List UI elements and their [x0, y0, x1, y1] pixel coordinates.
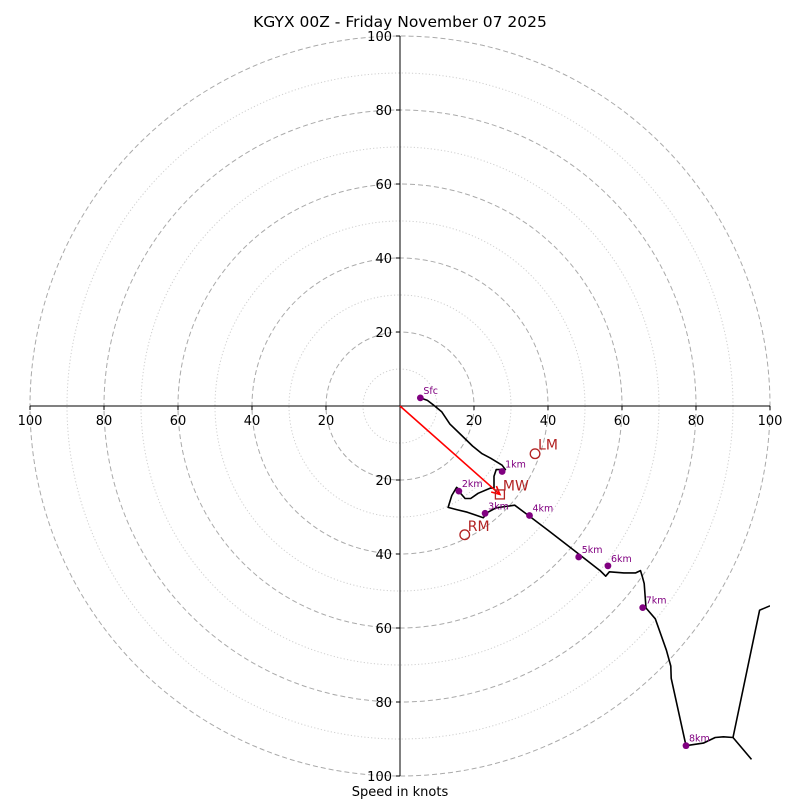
- wind-trace-line: [420, 398, 751, 760]
- y-tick-label: 40: [375, 548, 392, 563]
- storm-motion-label-mw: MW: [503, 478, 529, 494]
- x-tick-label: 80: [96, 414, 113, 429]
- x-tick-label: 40: [244, 414, 261, 429]
- storm-motion-label-rm: RM: [468, 519, 490, 535]
- y-tick-label: 80: [375, 104, 392, 119]
- height-label-4km: 4km: [533, 504, 554, 515]
- mean-wind-vector: [400, 406, 500, 494]
- height-label-1km: 1km: [505, 459, 526, 470]
- x-axis-label: Speed in knots: [352, 785, 449, 800]
- y-tick-label: 100: [367, 30, 392, 45]
- y-tick-label: 40: [375, 252, 392, 267]
- hodograph-chart: KGYX 00Z - Friday November 07 2025 100 80…: [0, 0, 800, 800]
- height-label-sfc: Sfc: [423, 386, 438, 397]
- x-tick-label: 60: [170, 414, 187, 429]
- storm-motion-label-lm: LM: [538, 438, 558, 454]
- y-tick-label: 20: [375, 474, 392, 489]
- height-label-5km: 5km: [582, 545, 603, 556]
- x-tick-label: 60: [614, 414, 631, 429]
- y-tick-label: 80: [375, 696, 392, 711]
- x-tick-label: 20: [466, 414, 483, 429]
- height-markers: Sfc 1km 2km 3km 4km 5km 6km 7km 8km: [417, 386, 710, 749]
- y-tick-label: 100: [367, 770, 392, 785]
- wind-trace-upper-line: [733, 606, 770, 738]
- y-tick-label: 20: [375, 326, 392, 341]
- x-tick-label: 20: [318, 414, 335, 429]
- mean-wind-vector-line: [400, 406, 500, 494]
- height-label-6km: 6km: [611, 554, 632, 565]
- height-label-8km: 8km: [689, 734, 710, 745]
- x-tick-label: 100: [758, 414, 783, 429]
- y-tick-label: 60: [375, 178, 392, 193]
- height-label-3km: 3km: [488, 501, 509, 512]
- x-tick-label: 100: [18, 414, 43, 429]
- height-label-2km: 2km: [462, 479, 483, 490]
- x-tick-label: 40: [540, 414, 557, 429]
- wind-trace: [420, 398, 770, 760]
- x-tick-label: 80: [688, 414, 705, 429]
- y-tick-label: 60: [375, 622, 392, 637]
- chart-title: KGYX 00Z - Friday November 07 2025: [253, 13, 547, 31]
- height-label-7km: 7km: [646, 596, 667, 607]
